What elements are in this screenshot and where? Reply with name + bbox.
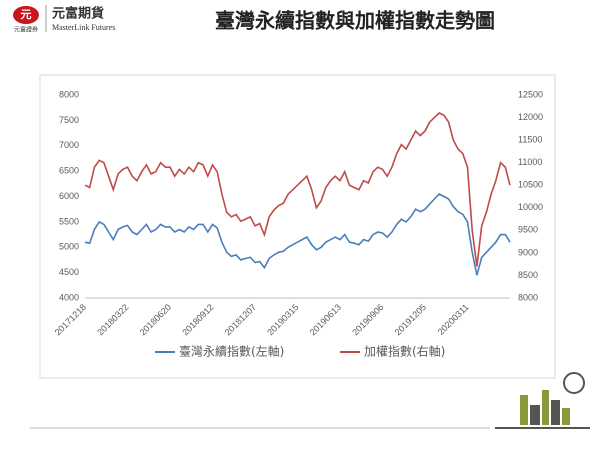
y-tick-label: 7500 [59, 115, 79, 125]
series-line [84, 112, 511, 267]
building [530, 405, 540, 425]
y2-tick-label: 8000 [518, 292, 538, 302]
company-en: MasterLink Futures [52, 23, 115, 32]
legend-label: 臺灣永續指數(左軸) [179, 344, 284, 359]
city-decoration [495, 372, 590, 429]
y-tick-label: 4500 [59, 267, 79, 277]
y-tick-label: 7000 [59, 140, 79, 150]
bulb [563, 372, 585, 394]
chart-frame [39, 74, 556, 379]
y2-tick-label: 10500 [518, 180, 543, 190]
chart-title: 臺灣永續指數與加權指數走勢圖 [215, 9, 495, 33]
y-tick-label: 6500 [59, 166, 79, 176]
logo-icon: 元 [21, 8, 32, 21]
legend-label: 加權指數(右軸) [364, 344, 445, 359]
building [520, 395, 528, 425]
sub-company: 元富證券 [14, 26, 38, 34]
y2-tick-label: 11500 [518, 134, 542, 144]
company: 元富期貨 [52, 6, 104, 22]
building [542, 390, 549, 425]
y2-tick-label: 12500 [518, 89, 543, 99]
y-tick-label: 5500 [59, 216, 79, 226]
y-tick-label: 5000 [59, 242, 79, 252]
building [551, 400, 560, 425]
y2-tick-label: 9000 [518, 247, 538, 257]
y-tick-label: 6000 [59, 191, 79, 201]
y2-tick-label: 9500 [518, 225, 538, 235]
logo-icon-bg [13, 6, 39, 24]
y-tick-label: 8000 [59, 89, 79, 99]
y-tick-label: 4000 [59, 292, 79, 302]
series-line [84, 193, 511, 276]
logo: 元 元富證券 元富期貨 MasterLink Futures [13, 5, 115, 34]
y2-tick-label: 8500 [518, 270, 538, 280]
y2-tick-label: 10000 [518, 202, 543, 212]
building [562, 408, 570, 425]
y2-tick-label: 12000 [518, 112, 543, 122]
y2-tick-label: 11000 [518, 157, 542, 167]
